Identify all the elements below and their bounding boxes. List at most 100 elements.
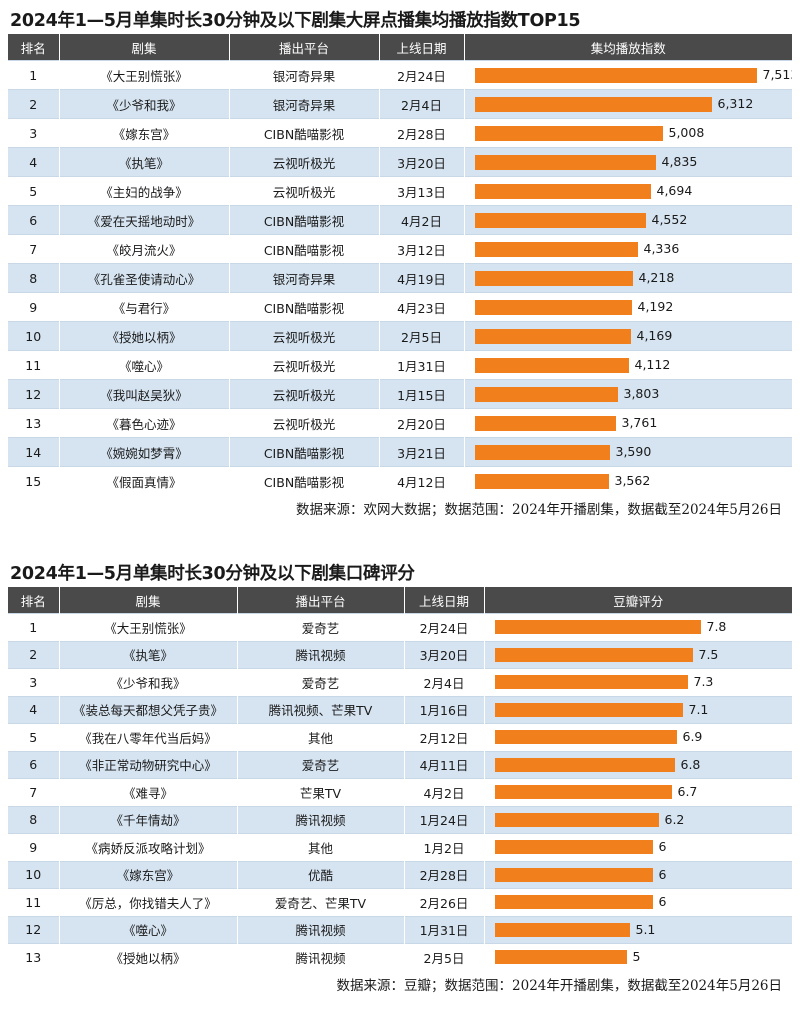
data-bar: [494, 647, 693, 662]
drama-cell: 《厉总，你找错夫人了》: [59, 888, 238, 916]
bar-cell: 6.2: [484, 805, 792, 834]
date-cell: 2月24日: [379, 60, 465, 90]
data-bar: [474, 97, 712, 112]
bar-cell: 7,513: [464, 60, 792, 90]
data-label: 6,312: [717, 96, 754, 111]
table-row: 6 《爱在天摇地动时》 CIBN酷喵影视 4月2日 4,552: [8, 205, 792, 235]
data-label: 3,761: [621, 415, 658, 430]
date-cell: 1月24日: [404, 805, 485, 834]
rank-cell: 15: [8, 466, 60, 495]
table-row: 14 《婉婉如梦霄》 CIBN酷喵影视 3月21日 3,590: [8, 437, 792, 467]
table-row: 8 《千年情劫》 腾讯视频 1月24日 6.2: [8, 805, 792, 834]
data-bar: [494, 867, 653, 882]
data-label: 5: [632, 949, 641, 964]
drama-cell: 《嫁东宫》: [59, 860, 238, 889]
table-row: 15 《假面真情》 CIBN酷喵影视 4月12日 3,562: [8, 466, 792, 495]
data-label: 3,590: [615, 444, 652, 459]
platform-cell: 云视听极光: [229, 350, 380, 380]
rank-cell: 2: [8, 89, 60, 119]
drama-cell: 《暮色心迹》: [59, 408, 230, 438]
platform-cell: CIBN酷喵影视: [229, 292, 380, 322]
platform-cell: 其他: [237, 723, 405, 751]
drama-cell: 《千年情劫》: [59, 805, 238, 834]
table-row: 7 《皎月流火》 CIBN酷喵影视 3月12日 4,336: [8, 234, 792, 264]
header-drama: 剧集: [59, 34, 230, 61]
bar-cell: 4,218: [464, 263, 792, 293]
data-bar: [474, 445, 610, 460]
play-index-table: 排名 剧集 播出平台 上线日期 集均播放指数 1 《大王别慌张》 银河奇异果 2月24…: [8, 34, 792, 495]
table-header: 排名 剧集 播出平台 上线日期 集均播放指数: [8, 34, 792, 61]
bar-cell: 7.5: [484, 640, 792, 669]
rank-cell: 8: [8, 805, 60, 834]
data-label: 6: [658, 839, 667, 854]
table-row: 10 《嫁东宫》 优酷 2月28日 6: [8, 860, 792, 889]
drama-cell: 《少爷和我》: [59, 668, 238, 696]
platform-cell: CIBN酷喵影视: [229, 466, 380, 495]
bar-cell: 6: [484, 860, 792, 889]
data-bar: [474, 126, 663, 141]
bar-cell: 5: [484, 943, 792, 971]
platform-cell: CIBN酷喵影视: [229, 205, 380, 235]
data-label: 4,694: [656, 183, 693, 198]
date-cell: 3月21日: [379, 437, 465, 467]
rank-cell: 10: [8, 321, 60, 351]
rank-cell: 6: [8, 750, 60, 779]
platform-cell: CIBN酷喵影视: [229, 234, 380, 264]
platform-cell: 优酷: [237, 860, 405, 889]
bar-cell: 6: [484, 833, 792, 861]
date-cell: 4月12日: [379, 466, 465, 495]
table-row: 3 《少爷和我》 爱奇艺 2月4日 7.3: [8, 668, 792, 696]
date-cell: 3月20日: [379, 147, 465, 177]
platform-cell: CIBN酷喵影视: [229, 118, 380, 148]
data-label: 3,562: [614, 473, 651, 488]
drama-cell: 《执笔》: [59, 147, 230, 177]
data-bar: [494, 730, 677, 744]
douban-rating-table: 排名 剧集 播出平台 上线日期 豆瓣评分 1 《大王别慌张》 爱奇艺 2月24日 7.8…: [8, 587, 792, 971]
platform-cell: 其他: [237, 833, 405, 861]
table-row: 4 《执笔》 云视听极光 3月20日 4,835: [8, 147, 792, 177]
date-cell: 4月2日: [404, 778, 485, 806]
table-row: 1 《大王别慌张》 爱奇艺 2月24日 7.8: [8, 613, 792, 641]
data-bar: [474, 387, 618, 402]
bar-cell: 7.8: [484, 613, 792, 641]
data-bar: [474, 271, 633, 286]
header-value: 豆瓣评分: [484, 587, 792, 614]
date-cell: 3月12日: [379, 234, 465, 264]
data-source-note: 数据来源：豆瓣；数据范围：2024年开播剧集，数据截至2024年5月26日: [336, 977, 782, 994]
header-date: 上线日期: [404, 587, 485, 614]
table-row: 11 《厉总，你找错夫人了》 爱奇艺、芒果TV 2月26日 6: [8, 888, 792, 916]
data-label: 5.1: [635, 921, 656, 937]
data-bar: [474, 184, 651, 199]
chart-section-play-index: 2024年1—5月单集时长30分钟及以下剧集大屏点播集均播放指数TOP15 排名…: [8, 8, 792, 525]
rank-cell: 7: [8, 778, 60, 806]
table-row: 12 《噬心》 腾讯视频 1月31日 5.1: [8, 915, 792, 944]
data-bar: [474, 300, 632, 315]
rank-cell: 5: [8, 723, 60, 751]
drama-cell: 《皎月流火》: [59, 234, 230, 264]
data-bar: [494, 950, 627, 964]
data-label: 6.2: [664, 811, 685, 827]
drama-cell: 《主妇的战争》: [59, 176, 230, 206]
data-bar: [474, 242, 638, 257]
rank-cell: 7: [8, 234, 60, 264]
date-cell: 2月12日: [404, 723, 485, 751]
drama-cell: 《授她以柄》: [59, 321, 230, 351]
data-source-note: 数据来源：欢网大数据；数据范围：2024年开播剧集，数据截至2024年5月26日: [296, 502, 782, 518]
platform-cell: 云视听极光: [229, 147, 380, 177]
rank-cell: 9: [8, 292, 60, 322]
rank-cell: 3: [8, 118, 60, 148]
drama-cell: 《授她以柄》: [59, 943, 238, 971]
chart-title: 2024年1—5月单集时长30分钟及以下剧集大屏点播集均播放指数TOP15: [10, 11, 581, 31]
data-bar: [474, 68, 757, 83]
data-bar: [494, 675, 688, 689]
data-bar: [474, 329, 631, 344]
bar-cell: 6.9: [484, 723, 792, 751]
header-value: 集均播放指数: [464, 34, 792, 61]
table-row: 6 《非正常动物研究中心》 爱奇艺 4月11日 6.8: [8, 750, 792, 779]
drama-cell: 《噬心》: [59, 350, 230, 380]
drama-cell: 《少爷和我》: [59, 89, 230, 119]
drama-cell: 《大王别慌张》: [59, 60, 230, 90]
rank-cell: 14: [8, 437, 60, 467]
data-label: 5,008: [668, 125, 705, 140]
rank-cell: 4: [8, 147, 60, 177]
